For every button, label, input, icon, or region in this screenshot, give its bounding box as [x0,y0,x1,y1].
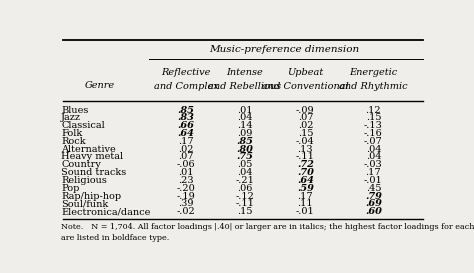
Text: Alternative: Alternative [61,145,116,154]
Text: and Complex: and Complex [154,82,219,91]
Text: Blues: Blues [61,106,89,115]
Text: .14: .14 [237,121,253,130]
Text: Upbeat: Upbeat [287,68,323,77]
Text: .15: .15 [237,207,253,216]
Text: .01: .01 [237,106,253,115]
Text: .64: .64 [297,176,314,185]
Text: .01: .01 [178,168,194,177]
Text: Folk: Folk [61,129,82,138]
Text: .15: .15 [298,129,313,138]
Text: .11: .11 [298,199,313,208]
Text: .06: .06 [237,184,253,193]
Text: Sound tracks: Sound tracks [61,168,127,177]
Text: -.04: -.04 [296,137,315,146]
Text: .07: .07 [178,152,194,161]
Text: -.01: -.01 [296,207,315,216]
Text: .05: .05 [237,160,253,169]
Text: .04: .04 [365,145,381,154]
Text: Heavy metal: Heavy metal [61,152,123,161]
Text: Country: Country [61,160,101,169]
Text: -.12: -.12 [235,191,254,200]
Text: .17: .17 [178,137,194,146]
Text: .13: .13 [298,145,313,154]
Text: Intense: Intense [227,68,263,77]
Text: .80: .80 [237,145,253,154]
Text: .75: .75 [237,152,253,161]
Text: are listed in boldface type.: are listed in boldface type. [61,233,169,242]
Text: .85: .85 [237,137,253,146]
Text: -.09: -.09 [296,106,315,115]
Text: .69: .69 [365,199,382,208]
Text: .09: .09 [237,129,253,138]
Text: .02: .02 [178,145,194,154]
Text: -.21: -.21 [235,176,254,185]
Text: Energetic: Energetic [349,68,398,77]
Text: -.19: -.19 [177,191,195,200]
Text: -.11: -.11 [235,199,254,208]
Text: Religious: Religious [61,176,107,185]
Text: .79: .79 [365,191,382,200]
Text: .72: .72 [297,160,314,169]
Text: Soul/funk: Soul/funk [61,199,109,208]
Text: Pop: Pop [61,184,80,193]
Text: -.20: -.20 [177,184,195,193]
Text: .17: .17 [365,168,381,177]
Text: -.11: -.11 [296,152,315,161]
Text: .17: .17 [298,191,313,200]
Text: .04: .04 [237,113,253,122]
Text: .85: .85 [178,106,194,115]
Text: -.06: -.06 [177,160,195,169]
Text: and Rhythmic: and Rhythmic [339,82,408,91]
Text: .04: .04 [237,168,253,177]
Text: Music-preference dimension: Music-preference dimension [209,45,359,54]
Text: Rock: Rock [61,137,86,146]
Text: .15: .15 [365,113,381,122]
Text: Classical: Classical [61,121,105,130]
Text: .23: .23 [178,176,194,185]
Text: .02: .02 [298,121,313,130]
Text: Genre: Genre [84,81,115,90]
Text: Jazz: Jazz [61,113,81,122]
Text: .39: .39 [178,199,194,208]
Text: .45: .45 [365,184,381,193]
Text: .07: .07 [298,113,313,122]
Text: -.01: -.01 [364,176,383,185]
Text: Note.  N = 1,704. All factor loadings |.40| or larger are in italics; the highes: Note. N = 1,704. All factor loadings |.4… [61,223,474,231]
Text: -.16: -.16 [364,129,383,138]
Text: -.13: -.13 [364,121,383,130]
Text: .12: .12 [365,106,381,115]
Text: -.07: -.07 [364,137,383,146]
Text: and Conventional: and Conventional [262,82,349,91]
Text: .59: .59 [297,184,314,193]
Text: and Rebellious: and Rebellious [208,82,282,91]
Text: Electronica/dance: Electronica/dance [61,207,150,216]
Text: .04: .04 [365,152,381,161]
Text: -.03: -.03 [364,160,383,169]
Text: .60: .60 [365,207,382,216]
Text: -.02: -.02 [177,207,195,216]
Text: .64: .64 [178,129,194,138]
Text: .66: .66 [178,121,194,130]
Text: Rap/hip-hop: Rap/hip-hop [61,191,121,200]
Text: .70: .70 [297,168,314,177]
Text: .83: .83 [178,113,194,122]
Text: Reflective: Reflective [161,68,210,77]
